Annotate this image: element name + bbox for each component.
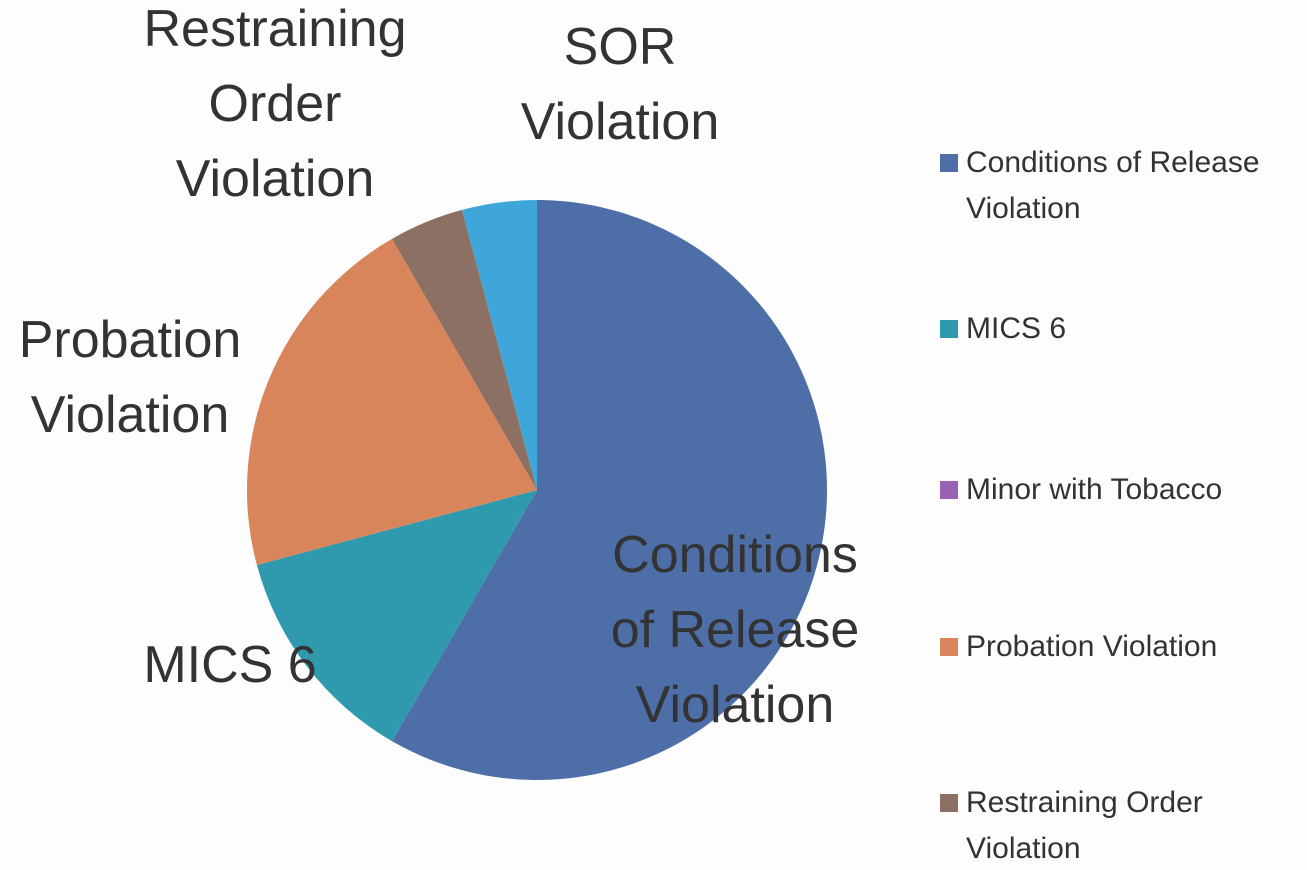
- pie-slice: [256, 490, 537, 742]
- legend-swatch: [940, 481, 958, 499]
- slice-label: MICS 6: [143, 636, 317, 694]
- slice-label: SOR Violation: [520, 18, 720, 151]
- legend-swatch: [940, 320, 958, 338]
- pie-slice: [392, 200, 828, 780]
- slice-label: Restraining Order Violation: [143, 0, 407, 208]
- legend-label: Restraining Order Violation: [966, 786, 1203, 865]
- legend-swatch: [940, 794, 958, 812]
- legend-label: Conditions of Release Violation: [966, 146, 1260, 225]
- legend-swatch: [940, 154, 958, 172]
- legend-label: MICS 6: [966, 312, 1067, 345]
- pie-slice: [392, 209, 537, 490]
- legend-label: Probation Violation: [966, 630, 1218, 663]
- slice-label: Probation Violation: [18, 311, 242, 444]
- pie-slice: [246, 238, 537, 566]
- pie-slice: [461, 200, 537, 490]
- legend-label: Minor with Tobacco: [966, 473, 1223, 506]
- slice-label: Conditions of Release Violation: [610, 526, 860, 734]
- legend-swatch: [940, 638, 958, 656]
